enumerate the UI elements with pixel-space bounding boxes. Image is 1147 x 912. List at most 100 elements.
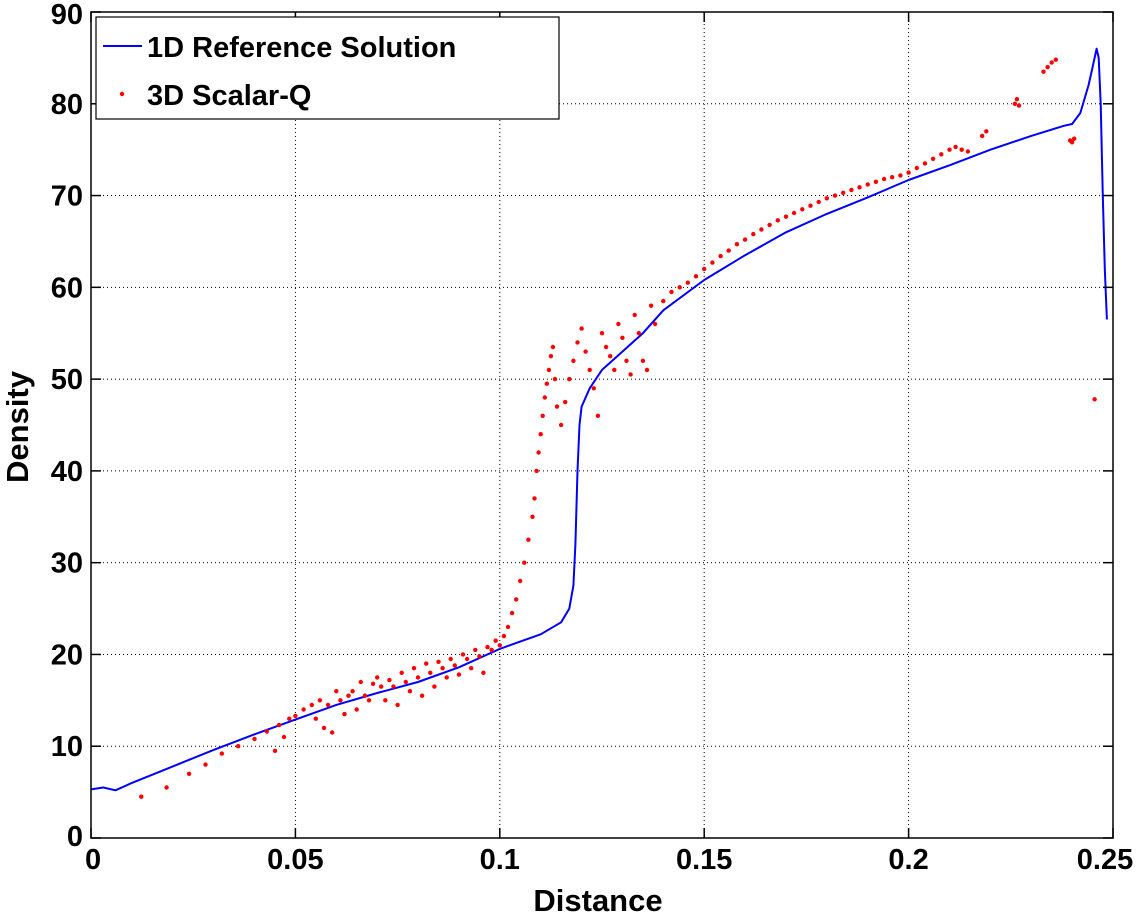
- scalar-q-point: [644, 367, 650, 373]
- scalar-q-point: [489, 647, 494, 653]
- scalar-q-point: [865, 182, 870, 187]
- scalar-q-point: [939, 152, 944, 157]
- plot-frame: [90, 11, 1114, 839]
- scalar-q-point: [612, 367, 617, 373]
- scalar-q-point: [236, 744, 241, 749]
- scalar-q-point: [832, 193, 838, 198]
- scalar-q-point: [534, 468, 539, 474]
- scalar-q-point: [583, 349, 588, 354]
- scalar-q-point: [325, 702, 331, 708]
- scalar-q-point: [587, 367, 592, 373]
- legend-label-reference: 1D Reference Solution: [147, 32, 456, 64]
- scalar-q-point: [530, 514, 535, 519]
- scalar-q-point: [301, 707, 306, 712]
- scalar-q-point: [411, 666, 417, 671]
- scalar-q-point: [591, 386, 596, 391]
- scalar-q-point: [548, 354, 554, 359]
- scalar-q-point: [403, 679, 408, 685]
- scalar-q-point: [1053, 57, 1059, 62]
- scalar-q-point: [164, 785, 169, 790]
- scalar-q-point: [677, 285, 682, 290]
- scalar-q-point: [338, 698, 343, 703]
- scalar-q-point: [595, 413, 601, 418]
- y-tick-label: 80: [51, 89, 83, 121]
- scalar-q-point: [734, 242, 740, 247]
- scalar-q-point: [640, 358, 646, 363]
- scalar-q-point: [849, 187, 854, 193]
- scalar-q-point: [693, 274, 699, 279]
- y-tick-label: 50: [51, 364, 83, 396]
- scalar-q-point: [383, 698, 388, 703]
- scalar-q-point: [440, 666, 445, 671]
- scalar-q-point: [452, 663, 457, 668]
- scalar-q-point: [350, 689, 355, 694]
- scalar-q-point: [726, 248, 731, 253]
- scalar-q-point: [358, 679, 363, 685]
- scalar-q-point: [1072, 136, 1077, 141]
- scalar-q-point: [448, 656, 453, 662]
- x-tick-labels: 0 0.05 0.1 0.15 0.2 0.25: [85, 844, 1133, 876]
- legend: 1D Reference Solution 3D Scalar-Q: [95, 16, 560, 120]
- scalar-q-point: [477, 654, 482, 659]
- y-axis-label: Density: [0, 370, 35, 483]
- scalar-q-point: [800, 207, 805, 212]
- y-tick-label: 70: [51, 181, 83, 213]
- scalar-q-point: [460, 652, 466, 657]
- scalar-q-point: [550, 344, 556, 350]
- scalar-q-point: [276, 722, 282, 728]
- scalar-q-point: [522, 560, 527, 565]
- scalar-q-point: [536, 450, 541, 455]
- scalar-q-point: [532, 496, 537, 501]
- scalar-q-point: [685, 280, 690, 285]
- scalar-q-point: [661, 298, 666, 304]
- scalar-q-point: [354, 707, 359, 712]
- scalar-q-point: [906, 170, 911, 175]
- scalar-q-point: [767, 222, 772, 228]
- scalar-q-point: [636, 331, 641, 336]
- scalar-q-point: [317, 698, 323, 703]
- scalar-q-point: [428, 670, 433, 675]
- scalar-q-point: [816, 199, 821, 205]
- scalar-q-point: [321, 725, 327, 731]
- scalar-q-point: [620, 335, 625, 340]
- y-tick-label: 60: [51, 272, 83, 304]
- scalar-q-point: [914, 165, 919, 171]
- y-tick-label: 20: [51, 639, 83, 671]
- scalar-q-point: [395, 702, 400, 708]
- scalar-q-point: [857, 185, 862, 190]
- legend-box: [95, 16, 560, 120]
- y-tick-label: 90: [51, 0, 83, 31]
- reference-line-series: [90, 47, 1108, 792]
- y-tick-label: 0: [67, 821, 83, 853]
- x-tick-label: 0.05: [267, 844, 323, 876]
- scalar-q-point: [346, 693, 351, 698]
- scalar-q-point: [370, 681, 376, 686]
- scalar-q-point: [379, 684, 384, 689]
- scalar-q-point: [501, 633, 507, 639]
- scalar-q-point: [563, 399, 568, 405]
- scalar-q-point: [710, 260, 715, 265]
- x-tick-label: 0.15: [676, 844, 732, 876]
- scalar-q-point: [526, 537, 531, 542]
- scalar-q-point: [436, 659, 441, 664]
- scalar-q-point: [947, 147, 952, 152]
- scalar-q-point: [546, 367, 552, 373]
- scalar-q-point: [775, 218, 780, 223]
- scalar-q-point: [1092, 397, 1097, 402]
- scalar-q-point: [575, 340, 580, 345]
- scalar-q-point: [330, 730, 335, 735]
- scalar-q-point: [219, 751, 224, 756]
- scalar-q-point: [791, 210, 797, 216]
- scalar-q-point: [930, 156, 936, 161]
- scalar-q-point: [554, 404, 560, 409]
- scalar-q-point: [608, 354, 613, 359]
- scalar-q-point: [808, 203, 813, 208]
- scalar-q-point: [464, 656, 470, 662]
- scalar-q-point: [984, 129, 989, 134]
- axis-ticks: [90, 11, 1114, 839]
- y-tick-labels: 0 10 20 30 40 50 60 70 80 90: [51, 0, 83, 853]
- scalar-q-point: [1016, 103, 1022, 108]
- scalar-q-point: [603, 344, 609, 350]
